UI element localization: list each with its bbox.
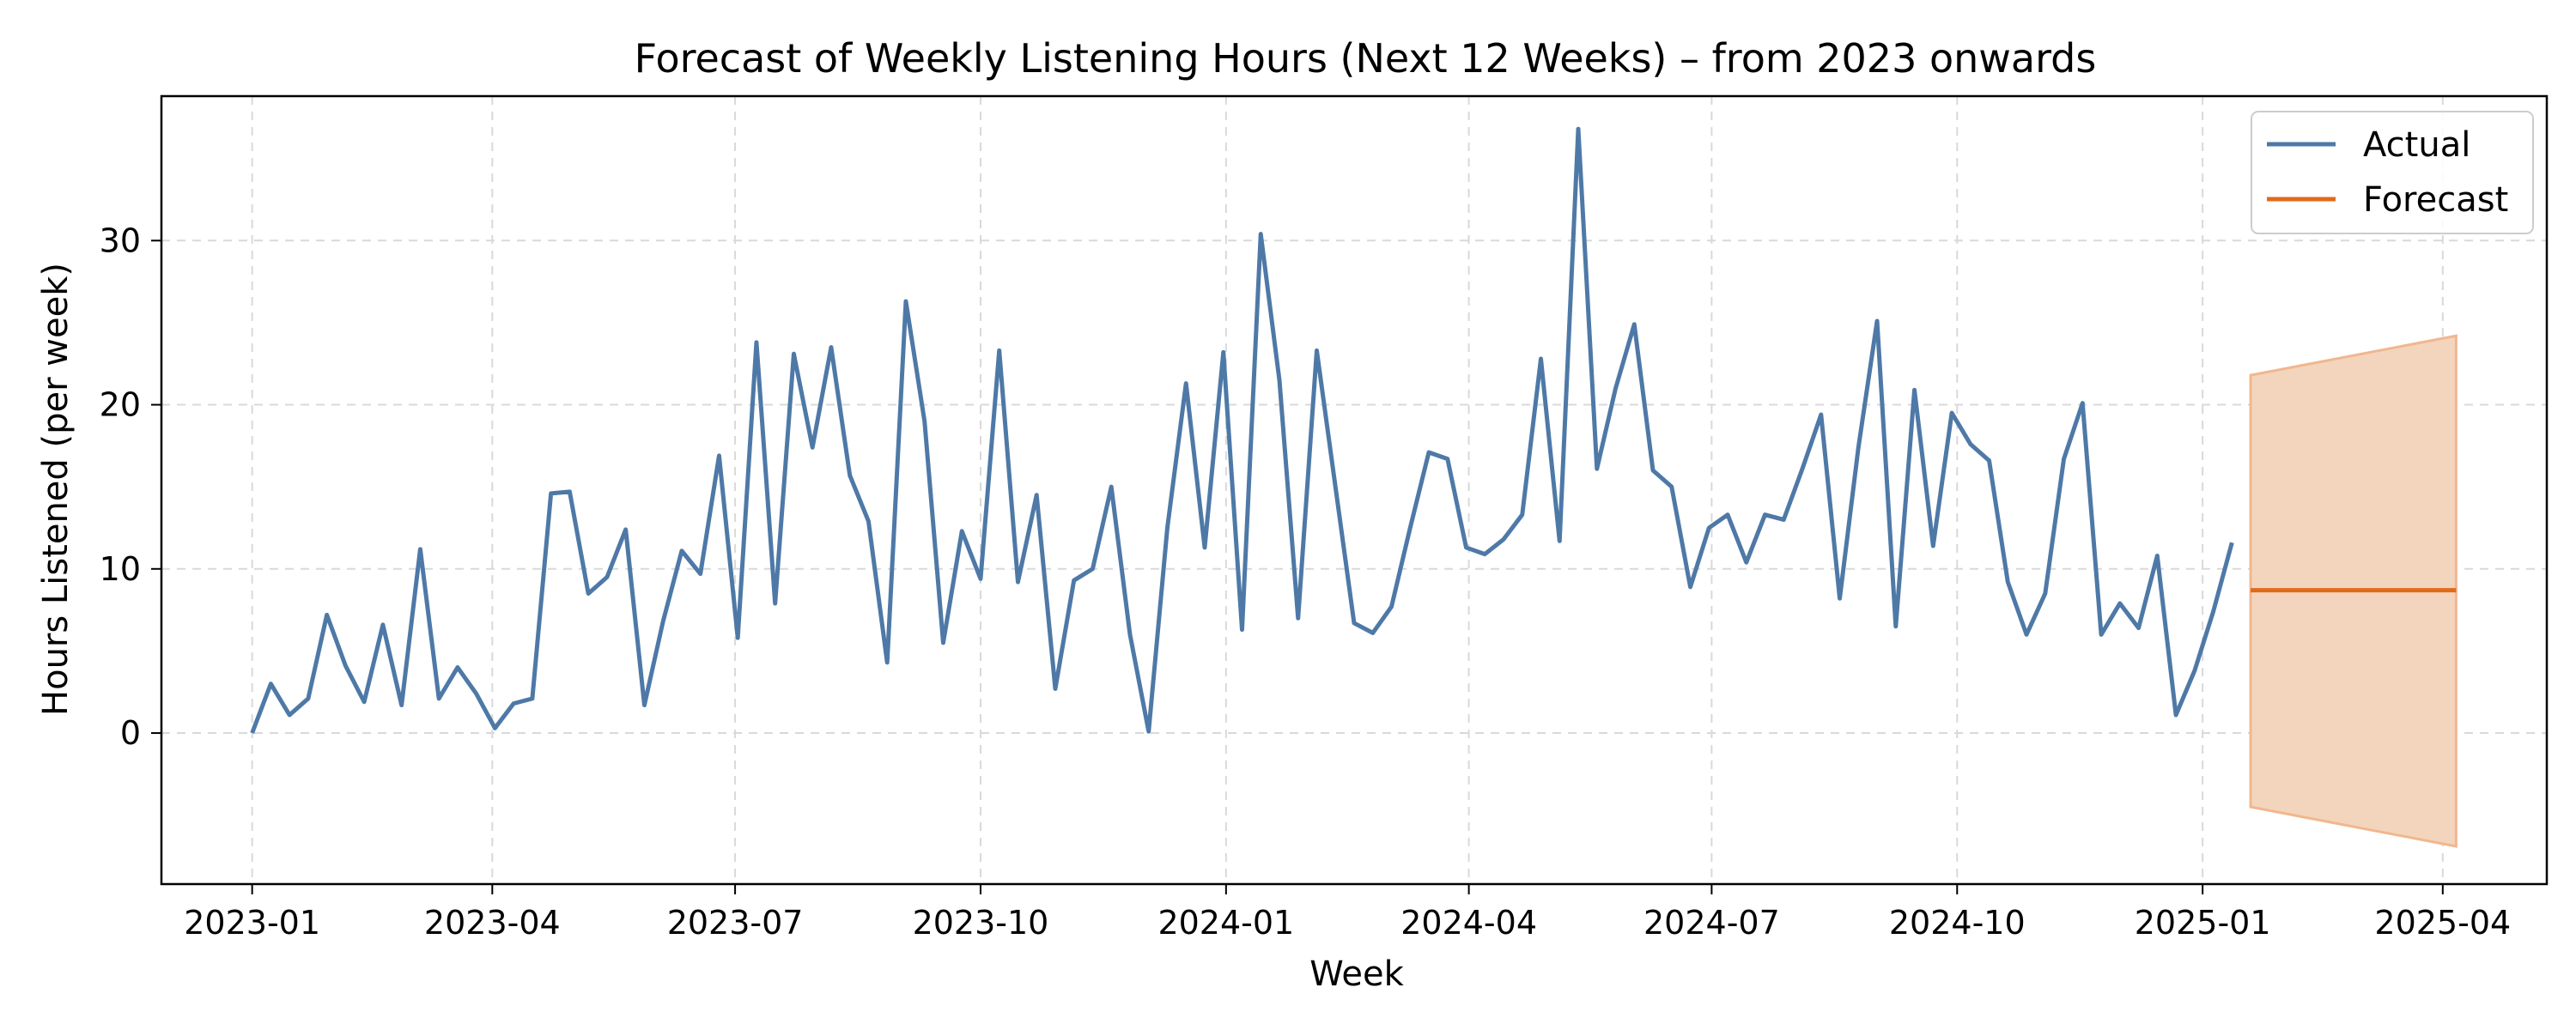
legend: Actual Forecast	[2251, 111, 2534, 234]
y-tick-label: 10	[100, 550, 141, 588]
plot-area	[160, 94, 2549, 886]
x-axis-label: Week	[1309, 954, 1404, 994]
y-tick-label: 0	[120, 714, 141, 752]
x-tick-label: 2023-10	[913, 904, 1049, 942]
x-tick-label: 2025-04	[2374, 904, 2511, 942]
x-tick-label: 2024-07	[1643, 904, 1780, 942]
x-tick-label: 2025-01	[2135, 904, 2271, 942]
y-tick-label: 20	[100, 386, 141, 424]
y-tick-label: 30	[100, 221, 141, 259]
y-axis-label: Hours Listened (per week)	[36, 263, 76, 716]
x-tick-label: 2024-01	[1157, 904, 1294, 942]
gridlines	[161, 96, 2547, 884]
series-line-actual	[250, 126, 2234, 734]
chart-title: Forecast of Weekly Listening Hours (Next…	[635, 35, 2097, 82]
x-tick-label: 2024-10	[1889, 904, 2026, 942]
legend-actual-label: Actual	[2363, 125, 2470, 165]
series-lines	[250, 126, 2457, 734]
x-axis-ticks: 2023-01 2023-04 2023-07 2023-10 2024-01 2024-…	[184, 884, 2511, 942]
x-tick-label: 2024-04	[1400, 904, 1537, 942]
legend-forecast-label: Forecast	[2363, 180, 2508, 220]
x-tick-label: 2023-01	[184, 904, 320, 942]
x-tick-label: 2023-04	[424, 904, 561, 942]
x-tick-label: 2023-07	[667, 904, 804, 942]
y-axis-ticks: 0 10 20 30	[100, 221, 161, 752]
